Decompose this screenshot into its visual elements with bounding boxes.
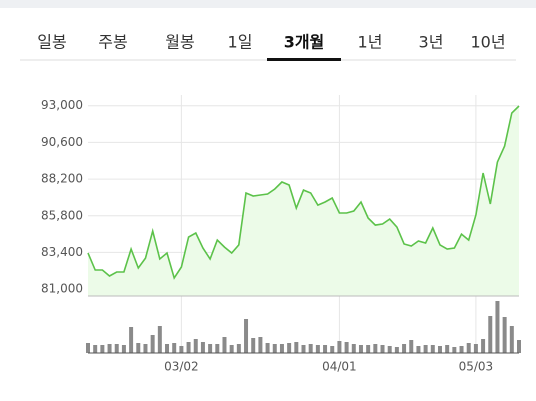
volume-bar [272, 344, 277, 353]
x-tick-label: 03/02 [164, 360, 199, 374]
tab[interactable]: 3개월 [284, 33, 325, 52]
volume-bar [251, 338, 256, 353]
volume-bar [222, 337, 227, 353]
volume-bar [258, 337, 263, 353]
volume-bar [402, 344, 407, 353]
volume-bar [93, 345, 98, 353]
top-band [0, 0, 536, 8]
volume-bar [215, 344, 220, 353]
volume-bar [208, 344, 213, 353]
volume-bar [157, 326, 162, 353]
volume-bar [344, 342, 349, 353]
volume-bar [473, 344, 478, 353]
volume-bar [373, 344, 378, 353]
volume-bar [165, 344, 170, 353]
volume-bar [301, 345, 306, 353]
volume-bar [517, 340, 521, 353]
volume-bar [294, 342, 299, 353]
tab[interactable]: 10년 [470, 33, 505, 52]
tab[interactable]: 1년 [358, 33, 383, 52]
volume-bar [229, 345, 234, 353]
volume-bar [244, 319, 249, 353]
volume-bar [107, 344, 112, 353]
x-tick-label: 05/03 [459, 360, 494, 374]
y-tick-label: 85,800 [41, 208, 83, 222]
volume-bar [445, 345, 450, 353]
volume-bar [136, 343, 141, 353]
tab[interactable]: 주봉 [98, 33, 127, 52]
price-area [88, 106, 519, 296]
volume-bar [495, 301, 500, 353]
price-line [87, 105, 520, 280]
volume-bar [394, 347, 399, 353]
volume-bar [287, 343, 292, 353]
volume-bar [502, 317, 507, 353]
volume-bar [488, 316, 493, 353]
volume-bar [143, 344, 148, 353]
tab[interactable]: 일봉 [37, 33, 66, 52]
volume-bar [315, 345, 320, 353]
volume-bar [179, 346, 184, 353]
volume-bar [437, 346, 442, 353]
y-tick-label: 90,600 [41, 135, 83, 149]
y-tick-label: 83,400 [41, 245, 83, 259]
tab[interactable]: 3년 [419, 33, 444, 52]
y-tick-label: 93,000 [41, 98, 83, 112]
volume-bar [236, 344, 241, 353]
volume-bar [337, 341, 342, 353]
volume-bar [430, 345, 435, 353]
volume-bar [265, 343, 270, 353]
y-tick-label: 81,000 [41, 282, 83, 296]
volume-bar [409, 340, 414, 353]
volume-bar [186, 342, 191, 353]
tab[interactable]: 1일 [228, 33, 253, 52]
volume-bar [100, 345, 105, 353]
volume-bar [509, 326, 514, 353]
volume-bar [193, 339, 198, 353]
volume-bar [330, 346, 335, 353]
volume-bar [308, 344, 313, 353]
volume-bar [279, 344, 284, 353]
volume-bar [452, 347, 457, 353]
volume-bar [86, 343, 90, 353]
y-tick-label: 88,200 [41, 172, 83, 186]
volume-bar [351, 344, 356, 353]
volume-bar [416, 346, 421, 353]
volume-bar [150, 335, 155, 353]
volume-bar [466, 343, 471, 353]
volume-bar [423, 345, 428, 353]
volume-bar [481, 339, 486, 353]
volume-bar [200, 342, 205, 353]
volume-bar [121, 345, 126, 353]
volume-bar [323, 345, 328, 353]
volume-bar [358, 345, 363, 353]
volume-bar [114, 344, 119, 353]
x-tick-label: 04/01 [322, 360, 357, 374]
volume-bar [459, 346, 464, 353]
volume-bar [387, 346, 392, 353]
active-tab-underline [267, 58, 341, 61]
volume-bar [366, 345, 371, 353]
volume-bar [380, 345, 385, 353]
tab[interactable]: 월봉 [165, 33, 194, 52]
volume-bar [172, 343, 177, 353]
volume-bar [129, 327, 134, 353]
